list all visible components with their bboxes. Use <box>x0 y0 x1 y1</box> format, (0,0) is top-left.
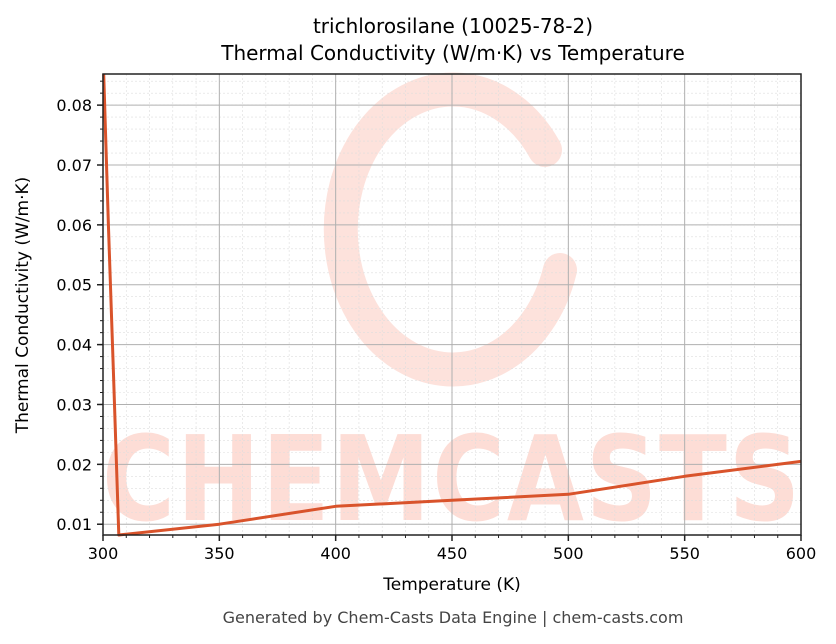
major-grid <box>102 74 802 535</box>
svg-text:400: 400 <box>320 544 351 563</box>
x-axis-label: Temperature (K) <box>383 575 521 595</box>
svg-text:550: 550 <box>669 544 700 563</box>
svg-text:0.03: 0.03 <box>56 395 92 414</box>
svg-text:450: 450 <box>437 544 468 563</box>
y-axis-label: Thermal Conductivity (W/m·K) <box>13 176 33 434</box>
chart-title-line2: Thermal Conductivity (W/m·K) vs Temperat… <box>221 41 685 65</box>
footer-credit: Generated by Chem-Casts Data Engine | ch… <box>222 608 684 627</box>
axis-ticks <box>97 80 802 541</box>
svg-text:300: 300 <box>88 544 119 563</box>
data-line <box>102 73 802 537</box>
chart-title-line1: trichlorosilane (10025-78-2) <box>312 14 594 38</box>
svg-text:0.02: 0.02 <box>56 455 92 474</box>
svg-text:0.01: 0.01 <box>56 515 92 534</box>
svg-text:350: 350 <box>204 544 235 563</box>
svg-text:0.07: 0.07 <box>56 156 92 175</box>
svg-text:0.04: 0.04 <box>56 336 92 355</box>
svg-text:500: 500 <box>553 544 584 563</box>
axis-tick-labels: 300 350 400 450 500 550 600 0.01 0.02 0.03 0.04 0.0… <box>56 96 816 563</box>
svg-text:0.08: 0.08 <box>56 96 92 115</box>
svg-text:0.05: 0.05 <box>56 276 92 295</box>
svg-text:600: 600 <box>786 544 817 563</box>
svg-text:0.06: 0.06 <box>56 216 92 235</box>
